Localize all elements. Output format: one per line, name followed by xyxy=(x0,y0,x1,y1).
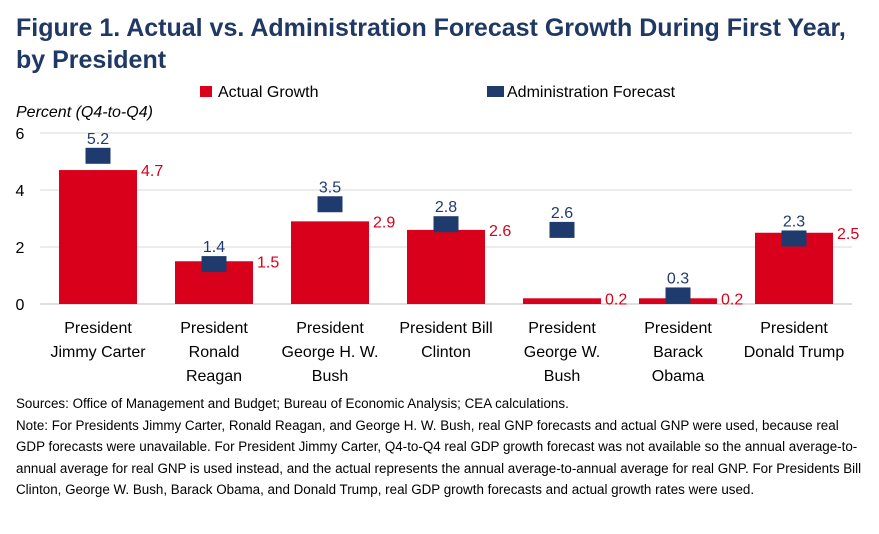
forecast-marker xyxy=(433,216,459,233)
forecast-value-label: 5.2 xyxy=(87,131,109,148)
forecast-marker xyxy=(201,256,227,273)
category-label: George H. W. xyxy=(282,344,379,361)
forecast-marker xyxy=(549,221,575,238)
actual-value-label: 2.6 xyxy=(489,223,511,240)
forecast-marker xyxy=(665,287,691,304)
actual-growth-bar xyxy=(523,298,601,304)
actual-value-label: 2.9 xyxy=(373,214,395,231)
y-tick-label: 6 xyxy=(16,126,25,143)
category-label: Barack xyxy=(653,344,704,361)
y-axis-label: Percent (Q4-to-Q4) xyxy=(16,104,153,121)
actual-growth-bar xyxy=(291,221,369,304)
forecast-marker xyxy=(781,230,807,247)
actual-growth-bar xyxy=(59,170,137,304)
legend: Actual Growth Administration Forecast xyxy=(200,84,676,101)
category-label: President xyxy=(64,320,132,337)
note-text: Note: For Presidents Jimmy Carter, Ronal… xyxy=(16,417,862,498)
category-label: President xyxy=(760,320,828,337)
category-label: Reagan xyxy=(186,368,242,385)
x-axis-labels: President Jimmy Carter President Ronald Reag… xyxy=(50,320,844,385)
category-label: President xyxy=(180,320,248,337)
category-label: President xyxy=(528,320,596,337)
category-label: President xyxy=(644,320,712,337)
actual-value-label: 0.2 xyxy=(721,291,743,308)
bar-chart: Percent (Q4-to-Q4) 0 2 4 6 4.7 1.5 2.9 2.6 0.2 0.… xyxy=(16,84,860,385)
forecast-markers xyxy=(85,147,807,304)
legend-label-forecast: Administration Forecast xyxy=(507,84,676,101)
actual-value-label: 0.2 xyxy=(605,291,627,308)
forecast-value-label: 2.3 xyxy=(783,213,805,230)
legend-swatch-forecast xyxy=(487,86,504,97)
category-label: Bush xyxy=(312,368,348,385)
forecast-value-label: 2.8 xyxy=(435,199,457,216)
y-tick-label: 4 xyxy=(16,183,25,200)
category-label: Donald Trump xyxy=(744,344,845,361)
actual-value-label: 2.5 xyxy=(837,226,859,243)
forecast-value-label: 2.6 xyxy=(551,205,573,222)
category-label: Ronald xyxy=(189,344,240,361)
category-label: Jimmy Carter xyxy=(50,344,146,361)
actual-growth-bar xyxy=(407,229,485,304)
category-label: President xyxy=(296,320,364,337)
forecast-value-label: 3.5 xyxy=(319,179,341,196)
chart-title: Figure 1. Actual vs. Administration Fore… xyxy=(16,14,846,74)
sources-text: Sources: Office of Management and Budget… xyxy=(16,396,569,411)
data-labels: 4.7 1.5 2.9 2.6 0.2 0.2 2.5 5.2 1.4 3.5 2.8 2.6 0.3 2… xyxy=(87,131,859,308)
forecast-value-label: 1.4 xyxy=(203,239,225,256)
y-tick-label: 2 xyxy=(16,240,25,257)
actual-bars xyxy=(59,170,833,304)
category-label: President Bill xyxy=(399,320,492,337)
y-tick-label: 0 xyxy=(16,297,25,314)
category-label: George W. xyxy=(524,344,600,361)
actual-value-label: 4.7 xyxy=(141,163,163,180)
category-label: Obama xyxy=(652,368,705,385)
forecast-marker xyxy=(85,147,111,164)
legend-label-actual: Actual Growth xyxy=(218,84,318,101)
actual-value-label: 1.5 xyxy=(257,254,279,271)
footnotes: Sources: Office of Management and Budget… xyxy=(16,393,866,501)
forecast-marker xyxy=(317,196,343,213)
legend-swatch-actual xyxy=(200,86,212,97)
forecast-value-label: 0.3 xyxy=(667,270,689,287)
category-label: Bush xyxy=(544,368,580,385)
category-label: Clinton xyxy=(421,344,471,361)
